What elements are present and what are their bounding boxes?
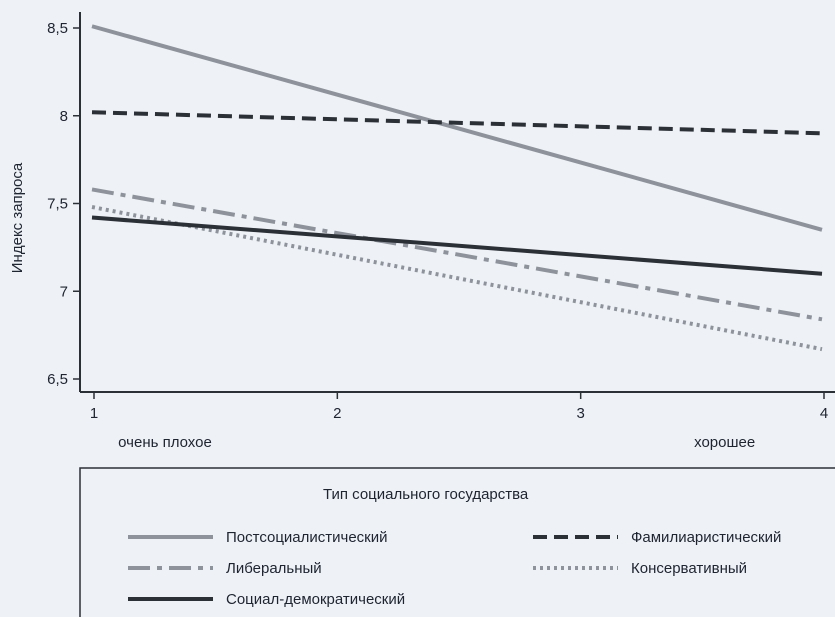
y-tick-label: 6,5 bbox=[47, 371, 68, 388]
series-layer bbox=[91, 24, 823, 352]
y-tick-label: 8,5 bbox=[47, 20, 68, 37]
x-tick-label: 2 bbox=[333, 405, 341, 422]
y-tick-label: 8 bbox=[60, 108, 68, 125]
tick-layer: 6,5 7 7,5 8 8,5 1 2 3 4 очень плохое хорошее bbox=[47, 12, 835, 451]
legend-title: Тип социального государства bbox=[323, 486, 529, 503]
y-tick-label: 7,5 bbox=[47, 196, 68, 213]
x-category-label: очень плохое bbox=[118, 434, 212, 451]
legend-label: Консервативный bbox=[631, 560, 747, 577]
legend-label: Фамилиаристический bbox=[631, 529, 781, 546]
legend-box bbox=[79, 467, 835, 617]
x-category-label: хорошее bbox=[694, 434, 755, 451]
series-line-фамилиаристический bbox=[91, 110, 823, 136]
x-tick-label: 4 bbox=[820, 405, 828, 422]
series-line-постсоциалистический bbox=[91, 24, 823, 232]
y-tick-label: 7 bbox=[60, 283, 68, 300]
x-tick-label: 3 bbox=[576, 405, 584, 422]
legend: Постсоциалистический Фамилиаристический Ли… bbox=[128, 529, 781, 608]
legend-label: Социал-демократический bbox=[226, 591, 405, 608]
legend-label: Либеральный bbox=[226, 560, 322, 577]
y-axis-title: Индекс запроса bbox=[9, 162, 26, 273]
legend-label: Постсоциалистический bbox=[226, 529, 388, 546]
series-line-консервативный bbox=[91, 205, 823, 352]
x-tick-label: 1 bbox=[90, 405, 98, 422]
series-line-либеральный bbox=[91, 187, 823, 322]
series-line-социал-демократический bbox=[91, 215, 823, 276]
